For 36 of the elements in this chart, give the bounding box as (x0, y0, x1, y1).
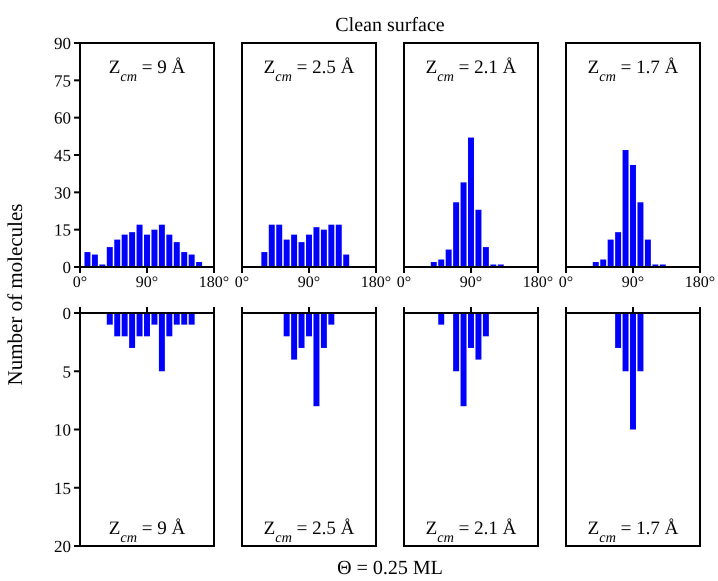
x-tick-label: 0° (396, 274, 412, 291)
y-tick-label: 15 (54, 478, 71, 498)
y-axis-title: Number of molecules (3, 204, 27, 386)
y-tick-label: 10 (54, 420, 71, 440)
y-tick-label: 5 (62, 362, 71, 382)
x-tick-label: 0° (234, 274, 250, 291)
annotation: Z$_{cm}$ = 9 Å (108, 57, 186, 85)
annotation: Z$_{cm}$ = 1.7 Å (588, 518, 679, 546)
x-tick-label: 90° (460, 274, 482, 291)
x-tick-label: 90° (622, 274, 644, 291)
y-tick-label: 75 (54, 71, 71, 90)
x-tick-label: 90° (298, 274, 320, 291)
x-axis-title: Θ = 0.25 ML (337, 557, 443, 579)
y-tick-label: 20 (54, 537, 71, 556)
annotation: Z$_{cm}$ = 1.7 Å (588, 57, 679, 85)
y-tick-label: 0 (62, 304, 71, 323)
y-tick-label: 60 (54, 108, 71, 128)
x-tick-label: 180° (198, 274, 230, 291)
y-tick-label: 0 (62, 258, 71, 277)
x-tick-label: 0° (558, 274, 574, 291)
annotation: Z$_{cm}$ = 2.5 Å (264, 518, 355, 546)
x-tick-label: 0° (72, 274, 88, 291)
chart-title: Clean surface (335, 14, 445, 36)
annotation: Z$_{cm}$ = 2.1 Å (426, 518, 517, 546)
x-tick-label: 180° (684, 274, 716, 291)
y-tick-label: 90 (54, 34, 71, 53)
annotation: Z$_{cm}$ = 9 Å (108, 518, 186, 546)
x-tick-label: 90° (136, 274, 158, 291)
y-tick-label: 15 (54, 220, 71, 240)
annotation: Z$_{cm}$ = 2.5 Å (264, 57, 355, 85)
y-tick-label: 45 (54, 146, 71, 165)
annotation: Z$_{cm}$ = 2.1 Å (426, 57, 517, 85)
bar (438, 313, 444, 325)
x-tick-label: 180° (522, 274, 554, 291)
y-tick-label: 30 (54, 183, 71, 202)
x-tick-label: 180° (360, 274, 392, 291)
